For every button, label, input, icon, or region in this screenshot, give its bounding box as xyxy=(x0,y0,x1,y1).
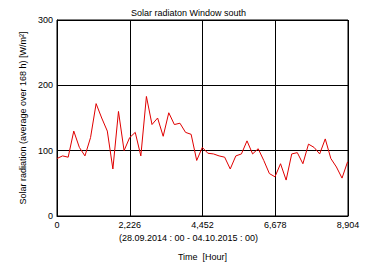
svg-text:4,452: 4,452 xyxy=(191,220,214,230)
svg-text:8,904: 8,904 xyxy=(337,220,360,230)
svg-text:2,226: 2,226 xyxy=(118,220,141,230)
svg-text:(28.09.2014 : 00 - 04.10.2015: (28.09.2014 : 00 - 04.10.2015 : 00) xyxy=(119,233,258,243)
svg-text:0: 0 xyxy=(54,220,59,230)
svg-text:0: 0 xyxy=(48,211,53,221)
svg-text:Solar radiation (average over: Solar radiation (average over 168 h) [W/… xyxy=(18,31,28,204)
svg-text:300: 300 xyxy=(38,15,53,25)
svg-text:Solar radiaton Window south: Solar radiaton Window south xyxy=(131,8,246,18)
svg-text:Time [Hour]: Time [Hour] xyxy=(178,252,227,262)
svg-text:200: 200 xyxy=(38,80,53,90)
svg-text:100: 100 xyxy=(38,146,53,156)
svg-text:6,678: 6,678 xyxy=(264,220,287,230)
